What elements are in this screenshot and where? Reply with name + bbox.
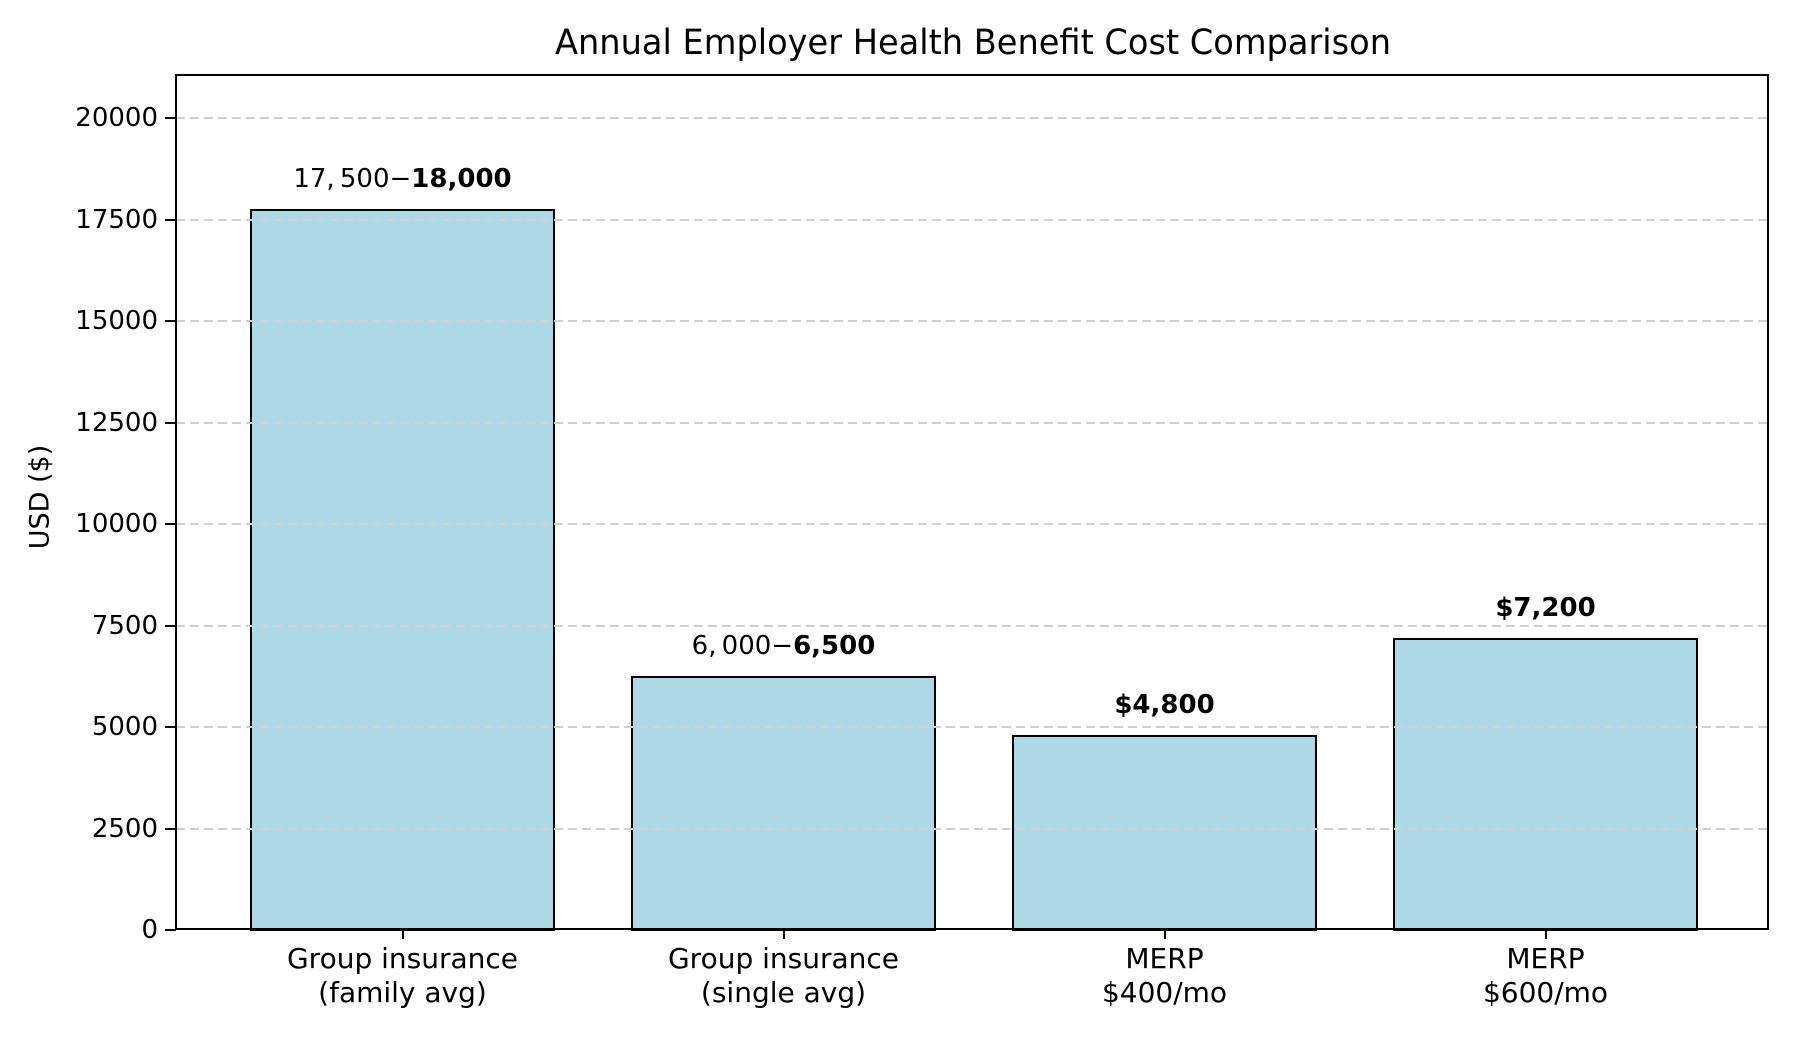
bar-value-regular: 17, 500− (293, 164, 412, 195)
x-tick-label: MERP $400/mo (1101, 942, 1228, 1009)
y-tick (165, 117, 176, 120)
x-tick-label: Group insurance (single avg) (667, 942, 900, 1009)
x-tick (401, 931, 404, 939)
bar-value-label: 17, 500−18,000 (153, 163, 653, 195)
y-gridline (176, 726, 1770, 728)
y-tick-label: 0 (141, 915, 158, 945)
bar-value-label: $4,800 (915, 689, 1415, 721)
y-tick-label: 5000 (91, 712, 158, 742)
y-tick (165, 421, 176, 424)
x-tick (1163, 931, 1166, 939)
y-tick (165, 624, 176, 627)
bar-value-bold: $7,200 (1495, 592, 1596, 623)
y-gridline (176, 421, 1770, 424)
bar-value-bold: 18,000 (411, 164, 512, 195)
y-tick-label: 20000 (75, 103, 158, 134)
y-tick (165, 726, 176, 728)
y-tick-label: 17500 (75, 204, 158, 235)
y-tick-label: 12500 (75, 407, 158, 438)
bar (1393, 637, 1698, 931)
y-tick (165, 827, 176, 830)
x-tick-label: Group insurance (family avg) (286, 942, 519, 1009)
y-gridline (176, 218, 1770, 221)
x-tick-label: MERP $600/mo (1482, 942, 1609, 1009)
y-tick (165, 218, 176, 221)
bar-value-regular: 6, 000− (691, 631, 794, 662)
y-gridline (176, 827, 1770, 830)
y-tick-label: 2500 (91, 813, 158, 844)
y-tick-label: 10000 (75, 509, 158, 540)
y-gridline (176, 624, 1770, 627)
bar (1012, 735, 1317, 931)
y-tick (165, 523, 176, 526)
y-tick-label: 15000 (75, 306, 158, 337)
bar (631, 676, 936, 931)
y-tick (165, 320, 176, 323)
chart-title: Annual Employer Health Benefit Cost Comp… (555, 23, 1391, 63)
x-tick (1544, 931, 1547, 939)
y-gridline (176, 117, 1770, 120)
x-tick (782, 931, 785, 939)
bar-value-label: $7,200 (1296, 592, 1796, 624)
bar-value-bold: $4,800 (1114, 690, 1215, 721)
y-gridline (176, 320, 1770, 323)
y-tick-label: 7500 (91, 610, 158, 641)
bar-value-bold: 6,500 (793, 631, 876, 662)
y-tick (165, 929, 176, 931)
bar-value-label: 6, 000−6,500 (534, 630, 1034, 662)
y-axis-label: USD ($) (24, 444, 56, 550)
bar (250, 209, 555, 931)
y-gridline (176, 523, 1770, 526)
